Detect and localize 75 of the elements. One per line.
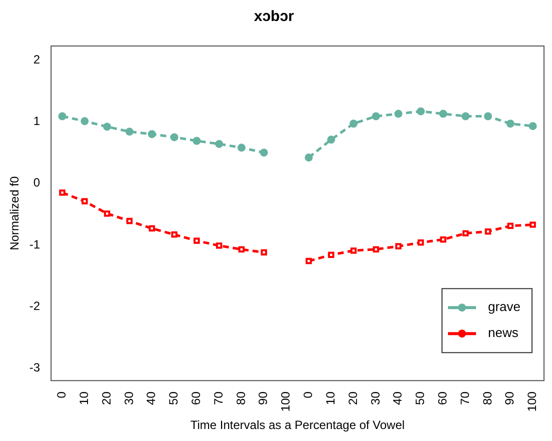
- point: [528, 122, 537, 130]
- x-tick-label: 60: [435, 391, 450, 405]
- point: [216, 242, 222, 249]
- x-tick-label: 10: [76, 391, 91, 405]
- point: [418, 239, 424, 246]
- point: [126, 218, 133, 224]
- x-tick-label: 100: [278, 391, 293, 412]
- point: [215, 140, 224, 148]
- point: [372, 112, 380, 120]
- y-tick-label: 0: [33, 176, 40, 190]
- x-tick-label: 40: [144, 391, 158, 405]
- x-tick-label: 70: [458, 391, 472, 405]
- x-tick-label: 50: [166, 391, 181, 405]
- chart-title: xɔbɔr: [254, 8, 294, 26]
- point: [260, 148, 268, 157]
- y-tick-label: -1: [29, 237, 40, 252]
- point: [394, 110, 402, 118]
- point: [82, 198, 88, 204]
- x-axis-title: Time Intervals as a Percentage of Vowel: [190, 418, 405, 432]
- point: [372, 246, 380, 252]
- x-tick-label: 40: [390, 391, 405, 405]
- point: [59, 190, 66, 196]
- point: [171, 231, 178, 238]
- legend-label: grave: [488, 299, 521, 314]
- point: [192, 136, 201, 145]
- point: [440, 236, 446, 243]
- point: [328, 252, 334, 258]
- x-tick-label: 0: [54, 391, 69, 398]
- x-tick-label: 30: [368, 391, 382, 405]
- y-axis-title: Normalized f0: [8, 176, 22, 250]
- point: [507, 222, 514, 230]
- point: [416, 107, 425, 116]
- x-tick-label: 10: [323, 391, 338, 405]
- point: [327, 136, 336, 144]
- x-tick-label: 20: [346, 391, 360, 405]
- point: [484, 228, 492, 235]
- point: [304, 154, 313, 162]
- point: [350, 120, 358, 128]
- x-tick-label: 90: [502, 391, 517, 405]
- x-tick-label: 80: [480, 391, 494, 405]
- x-tick-label: 90: [256, 391, 270, 405]
- x-tick-label: 30: [122, 391, 136, 405]
- point: [350, 247, 357, 254]
- x-tick-label: 80: [234, 391, 248, 405]
- y-tick-label: 1: [33, 114, 40, 128]
- point: [484, 112, 492, 120]
- point: [80, 117, 89, 126]
- point: [148, 130, 156, 138]
- point: [148, 225, 156, 232]
- x-tick-label: 0: [301, 391, 316, 398]
- x-tick-label: 100: [525, 391, 540, 412]
- y-tick-label: -3: [29, 360, 40, 375]
- x-tick-label: 20: [99, 391, 114, 405]
- x-tick-label: 60: [189, 391, 204, 405]
- point: [58, 112, 66, 120]
- point: [238, 246, 245, 252]
- point: [462, 230, 469, 236]
- y-tick-label: 2: [33, 52, 40, 66]
- point: [260, 249, 268, 256]
- point: [103, 122, 112, 131]
- point: [194, 238, 200, 244]
- point: [462, 112, 470, 120]
- point: [170, 133, 178, 142]
- point: [506, 120, 514, 128]
- point: [395, 243, 402, 250]
- point: [530, 222, 536, 228]
- point: [306, 258, 312, 264]
- y-tick-label: -2: [29, 298, 40, 313]
- x-tick-label: 70: [211, 391, 226, 405]
- point: [439, 110, 448, 118]
- point: [125, 128, 134, 136]
- x-tick-label: 50: [413, 391, 428, 405]
- point: [238, 144, 246, 152]
- legend-label: news: [488, 325, 519, 340]
- point: [104, 210, 110, 217]
